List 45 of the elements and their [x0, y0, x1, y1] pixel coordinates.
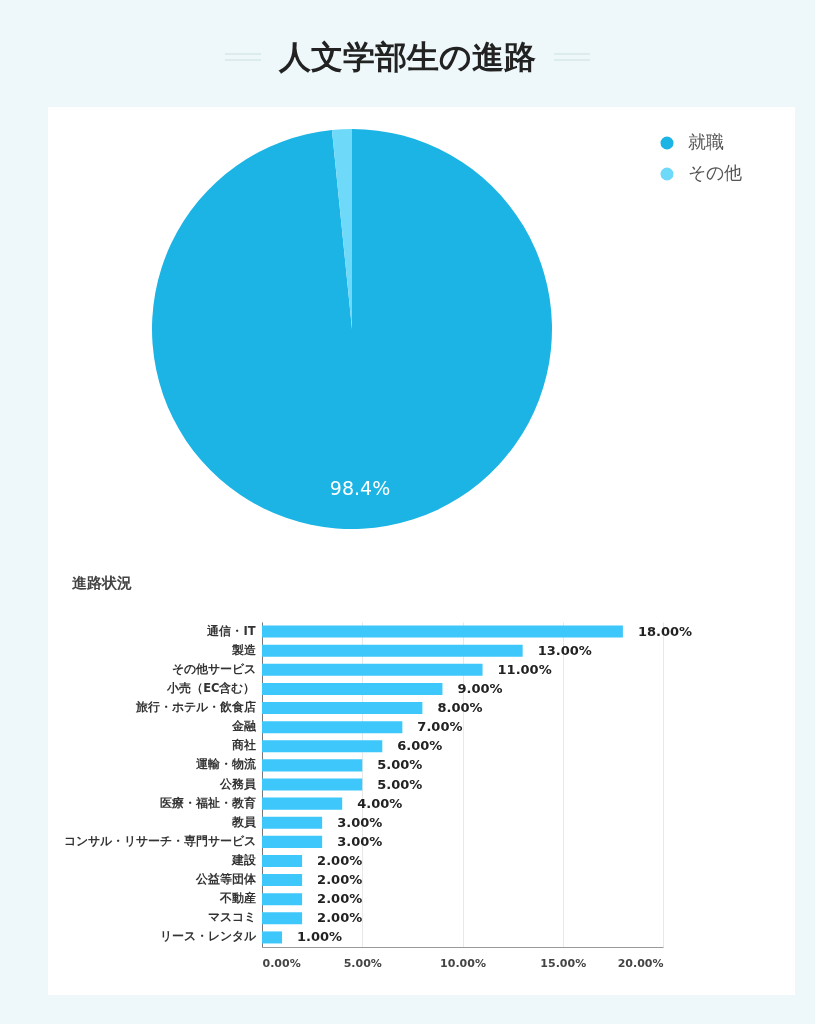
legend-label: その他 — [688, 162, 742, 183]
y-tick-label: マスコミ — [207, 910, 256, 925]
data-label: 4.00% — [357, 795, 403, 811]
data-label: 3.00% — [337, 833, 383, 849]
data-label: 2.00% — [317, 891, 363, 907]
y-tick-label: その他サービス — [171, 661, 256, 676]
data-label: 1.00% — [297, 929, 343, 945]
x-tick-label: 15.00% — [540, 956, 587, 970]
data-label: 8.00% — [437, 700, 483, 716]
y-tick-label: 旅行・ホテル・飲食店 — [134, 700, 256, 715]
data-label: 11.00% — [497, 661, 552, 677]
y-tick-label: 建設 — [230, 852, 257, 867]
data-label: 98.4% — [329, 476, 391, 499]
y-tick-label: 不動産 — [218, 891, 256, 906]
y-tick-label: 商社 — [230, 738, 256, 753]
data-label: 2.00% — [317, 910, 363, 926]
y-tick-label: 金融 — [230, 719, 257, 734]
x-tick-label: 10.00% — [440, 956, 486, 970]
y-tick-label: 通信・IT — [206, 623, 256, 638]
chart-title: 人文学部生の進路 — [279, 37, 536, 77]
legend-label: 就職 — [688, 131, 724, 152]
y-tick-label: 運輸・物流 — [194, 757, 257, 772]
y-tick-label: 公務員 — [218, 776, 257, 791]
y-tick-label: 教員 — [230, 814, 257, 829]
data-label: 7.00% — [417, 719, 463, 735]
y-tick-label: 小売（EC含む） — [166, 680, 256, 695]
data-label: 2.00% — [317, 852, 363, 868]
y-tick-label: リース・レンタル — [159, 929, 257, 944]
data-label: 6.00% — [397, 738, 443, 754]
x-tick-label: 5.00% — [343, 956, 382, 970]
data-label: 18.00% — [637, 623, 693, 639]
y-tick-label: コンサル・リサーチ・専門サービス — [63, 833, 256, 848]
y-tick-label: 公益等団体 — [194, 872, 257, 887]
pie-slice — [152, 129, 552, 529]
text: 進路状況 — [71, 574, 132, 592]
y-tick-label: 製造 — [230, 642, 256, 657]
x-tick-label: 20.00% — [617, 956, 664, 970]
data-label: 2.00% — [317, 872, 363, 888]
data-label: 3.00% — [337, 814, 383, 830]
data-label: 13.00% — [537, 642, 592, 658]
y-tick-label: 医療・福祉・教育 — [159, 795, 256, 810]
data-label: 5.00% — [377, 776, 423, 792]
x-tick-label: 0.00% — [262, 956, 301, 970]
data-label: 5.00% — [377, 757, 423, 773]
data-label: 9.00% — [457, 680, 503, 696]
